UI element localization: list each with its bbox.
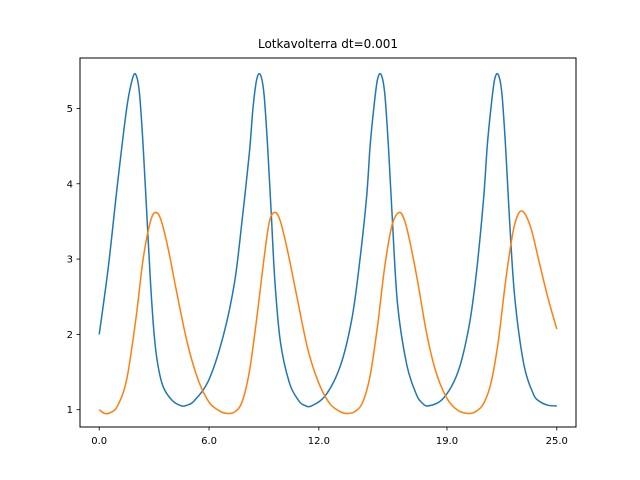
y-tick-label: 4: [67, 179, 73, 190]
x-tick-label: 6.0: [201, 436, 217, 447]
y-tick-label: 1: [67, 405, 73, 416]
series-line-2: [98, 210, 558, 415]
chart-title: Lotkavolterra dt=0.001: [258, 37, 398, 51]
x-tick-label: 25.0: [546, 436, 568, 447]
x-tick-label: 19.0: [436, 436, 458, 447]
x-tick-label: 0.0: [91, 436, 107, 447]
x-tick-label: 12.0: [308, 436, 330, 447]
y-tick-label: 5: [67, 104, 73, 115]
y-tick-label: 2: [67, 330, 73, 341]
series-line-1: [98, 72, 557, 408]
y-tick-label: 3: [67, 255, 73, 266]
plot-frame: [79, 57, 577, 428]
